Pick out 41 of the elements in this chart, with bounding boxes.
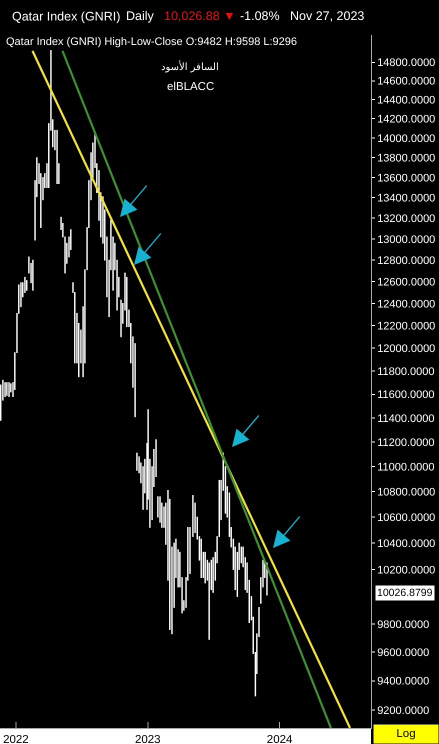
text: Log bbox=[396, 728, 416, 740]
x-tick-label: 2024 bbox=[266, 734, 293, 744]
y-tick-label: 11400.0000 bbox=[377, 412, 435, 425]
text: 10026.8799 bbox=[377, 587, 433, 599]
y-tick-label: 9600.0000 bbox=[377, 646, 430, 659]
y-tick-label: 12400.0000 bbox=[377, 298, 436, 310]
y-tick-label: 11200.0000 bbox=[377, 436, 435, 449]
y-tick-label: 13400.0000 bbox=[377, 192, 436, 205]
y-tick-label: 9200.0000 bbox=[377, 704, 430, 717]
text: -1.08% bbox=[240, 9, 280, 23]
text: Nov 27, 2023 bbox=[290, 9, 364, 23]
text: 10,026.88 ▼ bbox=[164, 9, 236, 23]
y-tick-label: 11000.0000 bbox=[377, 461, 435, 474]
y-tick-label: 12600.0000 bbox=[377, 276, 436, 288]
x-tick-label: 2023 bbox=[134, 734, 161, 744]
y-tick-label: 12800.0000 bbox=[377, 255, 436, 267]
y-tick-label: 13200.0000 bbox=[377, 213, 436, 226]
y-tick-label: 12200.0000 bbox=[377, 320, 436, 332]
y-tick-label: 9400.0000 bbox=[377, 676, 430, 688]
chart-title: Qatar Index (GNRI) bbox=[12, 9, 120, 24]
y-tick-label: 10200.0000 bbox=[377, 564, 436, 576]
y-tick-label: 13600.0000 bbox=[377, 172, 436, 184]
y-tick-label: 9800.0000 bbox=[377, 618, 430, 631]
y-tick-label: 14800.0000 bbox=[377, 57, 436, 70]
y-tick-label: 13000.0000 bbox=[377, 234, 436, 246]
y-tick-label: 10600.0000 bbox=[377, 512, 436, 524]
y-tick-label: 14200.0000 bbox=[377, 114, 436, 126]
y-tick-label: 14400.0000 bbox=[377, 94, 436, 107]
annotation: elBLACC bbox=[167, 81, 214, 93]
x-tick-label: 2022 bbox=[3, 734, 29, 744]
y-tick-label: 10400.0000 bbox=[377, 538, 436, 550]
text: Daily bbox=[126, 9, 155, 23]
chart-subtitle: Qatar Index (GNRI) High-Low-Close O:9482 H:9598 L:9296 bbox=[6, 36, 298, 48]
y-tick-label: 12000.0000 bbox=[377, 342, 436, 355]
y-tick-label: 11800.0000 bbox=[377, 366, 435, 378]
y-tick-label: 14000.0000 bbox=[377, 132, 436, 145]
annotation: السافر الأسود bbox=[161, 60, 219, 73]
y-tick-label: 11600.0000 bbox=[377, 389, 435, 402]
y-tick-label: 13800.0000 bbox=[377, 152, 436, 165]
y-tick-label: 14600.0000 bbox=[377, 76, 436, 88]
y-tick-label: 10800.0000 bbox=[377, 486, 436, 498]
